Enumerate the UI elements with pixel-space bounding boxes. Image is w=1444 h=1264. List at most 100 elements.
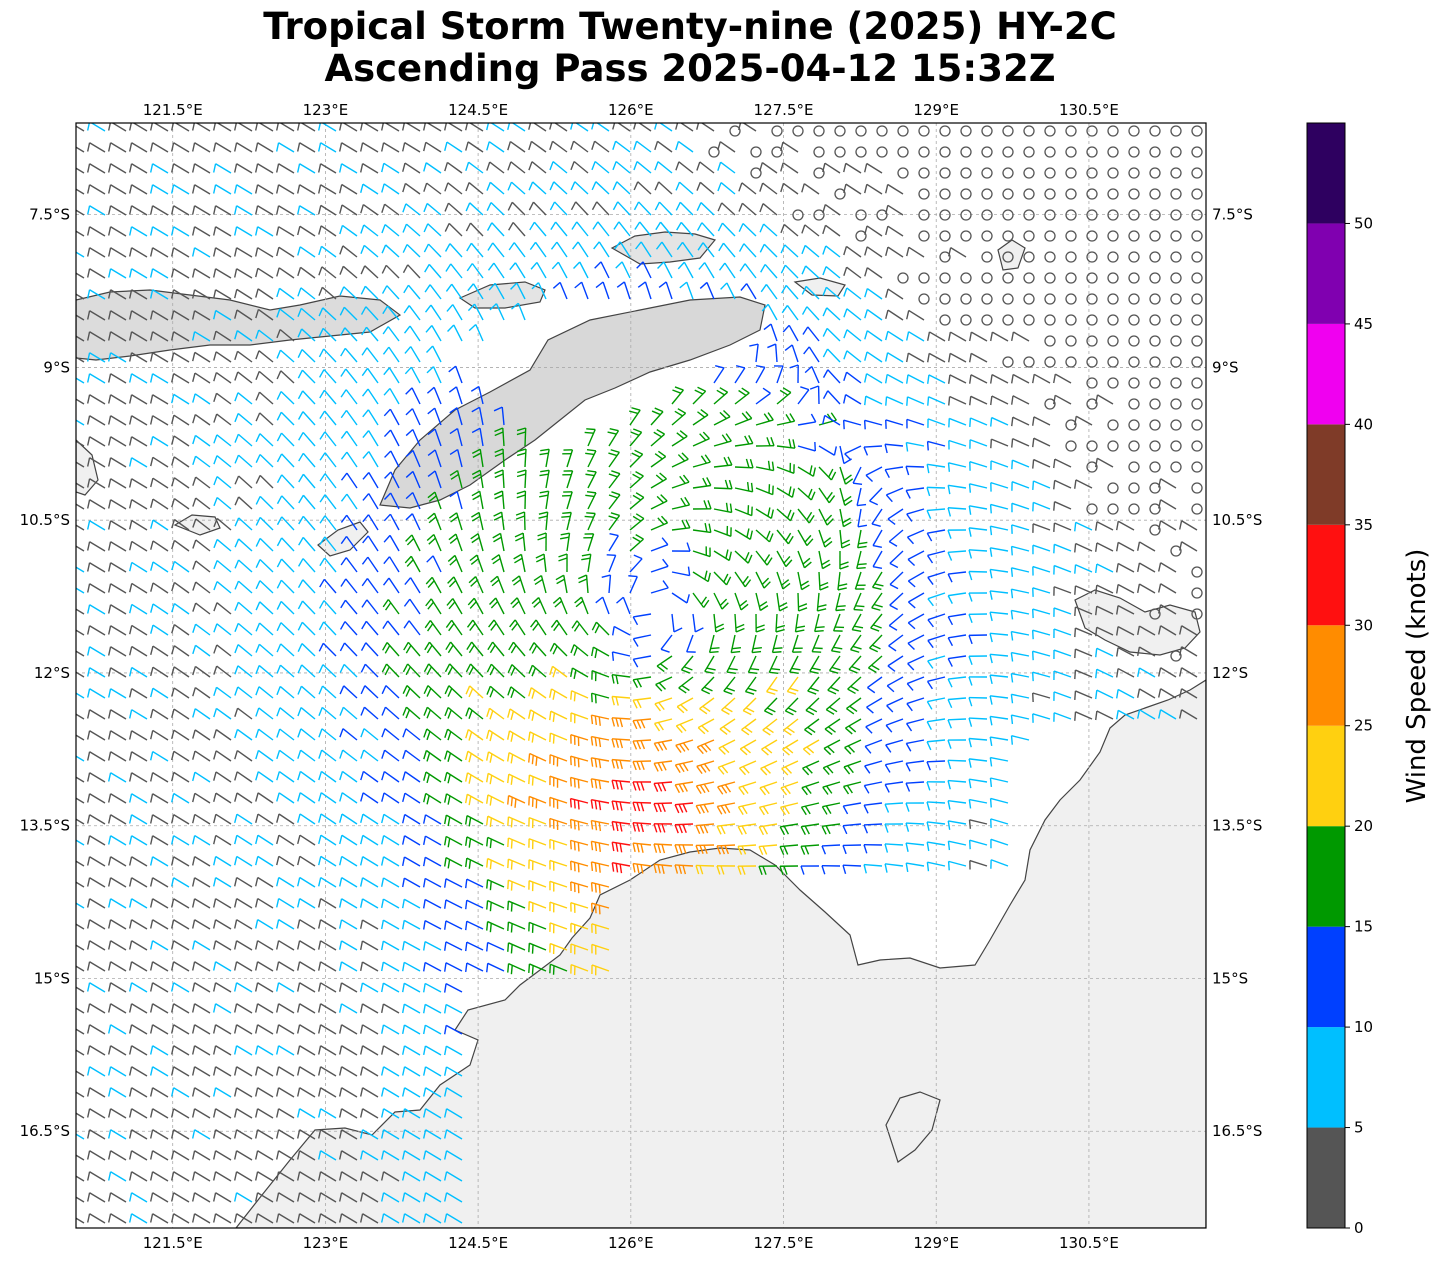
wind-barb (234, 496, 253, 510)
wind-barb (516, 490, 527, 510)
wind-barb (855, 209, 867, 221)
wind-barb (107, 289, 127, 300)
wind-barb (595, 281, 610, 300)
wind-barb (1053, 501, 1072, 511)
wind-barb (1128, 230, 1140, 242)
wind-barb (255, 350, 274, 363)
wind-barb (549, 140, 568, 153)
wind-barb (254, 184, 274, 195)
wind-barb (834, 188, 846, 200)
wind-barb (1032, 480, 1051, 491)
wind-barb (1170, 356, 1182, 368)
wind-barb (319, 494, 337, 510)
wind-barb (361, 367, 379, 384)
wind-barb (864, 225, 883, 237)
wind-barb (822, 204, 841, 216)
wind-barb (801, 183, 820, 195)
wind-barb (1128, 167, 1140, 179)
wind-barb (584, 428, 596, 447)
wind-barb (773, 365, 784, 384)
wind-barb (1107, 230, 1119, 242)
wind-barb (918, 167, 930, 179)
wind-barb (213, 392, 232, 405)
wind-barb (1044, 356, 1056, 368)
wind-barb (1065, 251, 1077, 263)
wind-barb (255, 267, 274, 279)
wind-barb (926, 331, 946, 342)
wind-barb (633, 123, 652, 132)
wind-barb (692, 477, 712, 489)
wind-barb (654, 181, 673, 195)
wind-barb (317, 163, 337, 174)
wind-barb (671, 430, 688, 447)
wind-barb (507, 181, 526, 195)
wind-barb (608, 470, 621, 489)
wind-barb (405, 470, 421, 489)
wind-barb (254, 142, 274, 153)
wind-barb (444, 182, 463, 195)
wind-barb (405, 513, 421, 531)
wind-barb (507, 201, 526, 216)
wind-barb (906, 418, 925, 429)
lon-tick-label-bottom: 129°E (913, 1234, 959, 1252)
wind-barb (990, 481, 1009, 492)
wind-barb (897, 167, 909, 179)
wind-barb (318, 307, 337, 321)
wind-barb (254, 247, 274, 258)
wind-barb (276, 349, 295, 363)
wind-barb (1086, 293, 1098, 305)
wind-barb (594, 261, 610, 279)
wind-barb (212, 184, 232, 195)
wind-barb (834, 146, 846, 158)
wind-barb (528, 161, 547, 174)
lon-tick-label-bottom: 124.5°E (448, 1234, 508, 1252)
wind-barb (488, 282, 505, 300)
wind-barb (692, 500, 712, 510)
wind-barb (839, 466, 854, 485)
wind-barb (843, 245, 862, 258)
wind-barb (855, 146, 867, 158)
wind-barb (449, 469, 463, 489)
wind-barb (699, 281, 715, 300)
wind-barb (487, 242, 505, 258)
wind-barb (612, 160, 631, 174)
wind-barb (362, 493, 379, 510)
wind-barb (340, 451, 358, 468)
wind-barb (402, 182, 421, 195)
wind-barb (382, 346, 400, 363)
wind-barb (574, 281, 589, 300)
wind-barb (926, 374, 946, 384)
wind-barb (1065, 230, 1077, 242)
wind-barb (1086, 188, 1098, 200)
wind-barb (1086, 272, 1098, 284)
wind-barb (960, 230, 972, 242)
wind-barb (1128, 503, 1140, 515)
wind-barb (948, 439, 967, 450)
wind-barb (361, 388, 379, 405)
wind-barb (213, 413, 232, 426)
wind-barb (471, 427, 484, 447)
wind-barb (359, 163, 379, 174)
wind-barb (449, 491, 463, 510)
wind-barb (276, 453, 295, 468)
wind-barb (107, 310, 127, 321)
wind-barb (1107, 440, 1119, 452)
wind-barb (465, 202, 484, 216)
wind-barb (170, 331, 190, 342)
wind-barb (1052, 394, 1072, 405)
wind-barb (402, 223, 421, 237)
wind-barb (1191, 503, 1203, 515)
wind-barb (276, 328, 295, 342)
wind-barb (107, 373, 127, 384)
lat-tick-label-right: 16.5°S (1212, 1122, 1262, 1140)
wind-barb (905, 374, 925, 384)
wind-barb (213, 309, 232, 321)
wind-barb (990, 395, 1009, 406)
wind-barb (926, 508, 946, 519)
wind-barb (981, 272, 993, 284)
wind-barb (465, 141, 484, 153)
wind-barb (360, 285, 379, 300)
lon-tick-label-bottom: 127.5°E (754, 1234, 814, 1252)
wind-barb (981, 146, 993, 158)
wind-barb (614, 241, 631, 258)
